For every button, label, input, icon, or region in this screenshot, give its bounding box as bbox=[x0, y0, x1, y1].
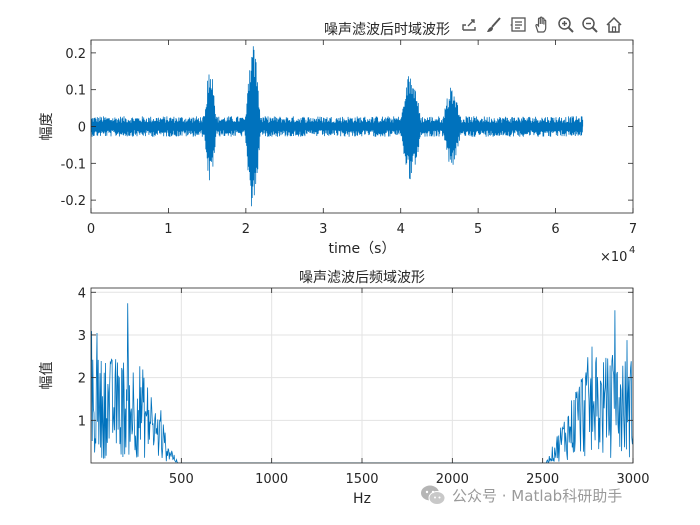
x-exponent-label: ×10 bbox=[600, 250, 627, 265]
x-tick-label: 2000 bbox=[436, 472, 469, 487]
y-tick-label: 4 bbox=[78, 286, 86, 301]
x-tick-label: 7 bbox=[629, 222, 637, 237]
x-tick-label: 6 bbox=[551, 222, 559, 237]
data-tips-icon[interactable] bbox=[506, 12, 530, 38]
y-tick-label: 1 bbox=[78, 414, 86, 429]
home-icon[interactable] bbox=[602, 12, 626, 38]
chart-2 bbox=[90, 287, 634, 464]
x-tick-label: 2 bbox=[242, 222, 250, 237]
chart-title: 噪声滤波后时域波形 bbox=[324, 22, 450, 38]
x-tick-label: 1500 bbox=[345, 472, 378, 487]
x-tick-label: 500 bbox=[169, 472, 194, 487]
zoom-out-icon[interactable] bbox=[578, 12, 602, 38]
x-tick-label: 1 bbox=[164, 222, 172, 237]
watermark: 公众号 · Matlab科研助手 bbox=[420, 484, 622, 506]
figure-toolbar bbox=[458, 10, 626, 40]
y-axis-label: 幅值 bbox=[39, 362, 55, 390]
y-tick-label: 3 bbox=[78, 329, 86, 344]
x-axis-label: Hz bbox=[353, 491, 371, 507]
wechat-icon bbox=[421, 485, 446, 505]
y-axis-label: 幅度 bbox=[39, 113, 55, 141]
export-icon[interactable] bbox=[458, 12, 482, 38]
y-tick-label: 0.1 bbox=[65, 84, 86, 99]
series-line bbox=[91, 46, 584, 207]
x-axis-label: time（s） bbox=[329, 241, 396, 257]
x-tick-label: 1000 bbox=[255, 472, 288, 487]
y-tick-label: -0.1 bbox=[61, 157, 86, 172]
y-tick-label: 2 bbox=[78, 372, 86, 387]
x-tick-label: 2500 bbox=[526, 472, 559, 487]
y-tick-label: 0.2 bbox=[65, 47, 86, 62]
x-tick-label: 5 bbox=[474, 222, 482, 237]
chart-title: 噪声滤波后频域波形 bbox=[299, 270, 425, 286]
x-exponent-power: 4 bbox=[629, 245, 635, 256]
y-tick-label: 0 bbox=[78, 121, 86, 136]
zoom-in-icon[interactable] bbox=[554, 12, 578, 38]
watermark-text: 公众号 · Matlab科研助手 bbox=[452, 486, 623, 505]
x-tick-label: 3 bbox=[319, 222, 327, 237]
y-tick-label: -0.2 bbox=[61, 194, 86, 209]
x-tick-label: 4 bbox=[397, 222, 405, 237]
x-tick-label: 3000 bbox=[616, 472, 649, 487]
x-tick-label: 0 bbox=[87, 222, 95, 237]
brush-icon[interactable] bbox=[482, 12, 506, 38]
pan-icon[interactable] bbox=[530, 12, 554, 38]
chart-1 bbox=[90, 39, 634, 214]
